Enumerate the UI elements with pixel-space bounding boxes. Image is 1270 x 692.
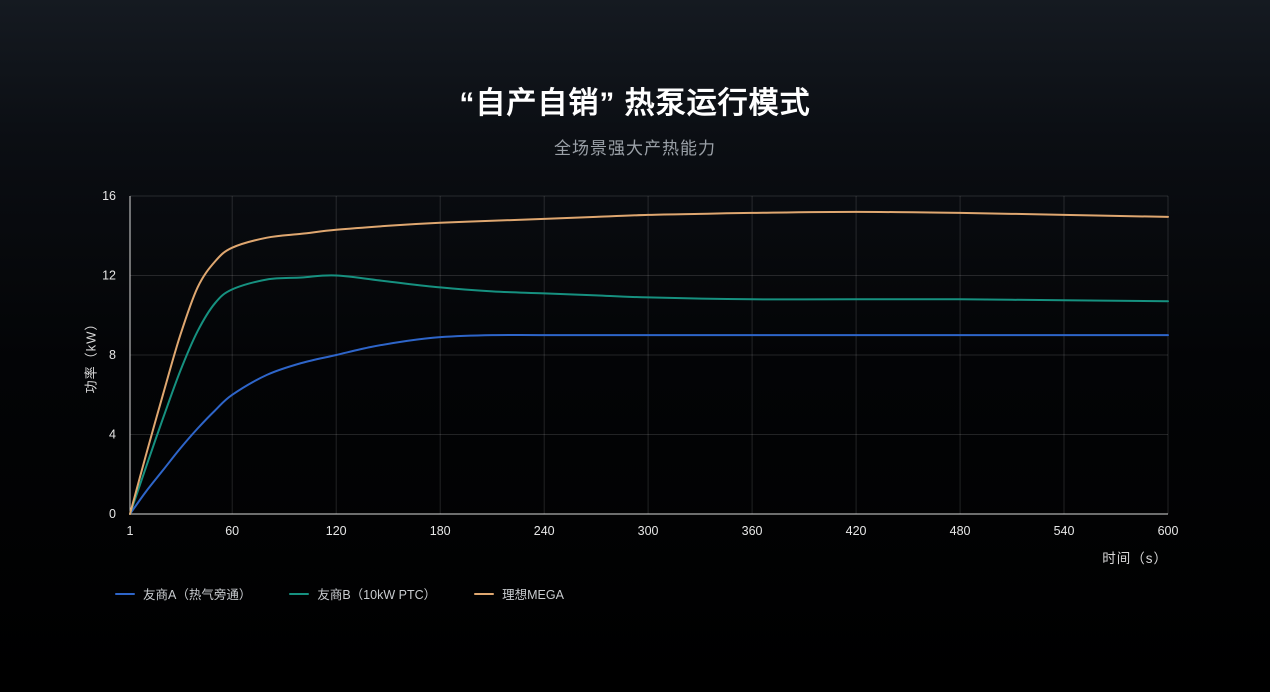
legend-item: 理想MEGA [474,584,564,603]
legend-label: 理想MEGA [502,588,564,602]
x-tick-label: 120 [326,524,347,538]
y-axis-label: 功率（kW） [83,316,99,394]
chart-header: “自产自销” 热泵运行模式 全场景强大产热能力 [0,78,1270,159]
legend-swatch [474,592,495,595]
x-tick-label: 540 [1054,524,1075,538]
y-tick-label: 16 [102,189,116,203]
y-tick-label: 8 [109,348,116,362]
chart-svg: 0 4 8 12 16 1 60 120 180 240 300 360 420 480 540 600 [102,189,1179,538]
x-tick-label: 300 [638,524,659,538]
y-tick-label: 12 [102,269,116,283]
series-line-0 [129,333,1169,515]
page-title: “自产自销” 热泵运行模式 [459,87,811,120]
page-subtitle: 全场景强大产热能力 [554,139,716,158]
legend-swatch [289,592,310,595]
x-tick-label: 480 [950,524,971,538]
x-tick-label: 360 [742,524,763,538]
legend-swatch [115,592,135,595]
legend-item: 友商A（热气旁通） [115,584,251,603]
legend-label: 友商B（10kW PTC） [317,588,437,602]
series-line-2 [129,210,1169,515]
x-tick-label: 180 [430,524,451,538]
legend-item: 友商B（10kW PTC） [289,584,436,603]
x-tick-label: 600 [1158,524,1179,538]
y-tick-label: 4 [109,428,116,442]
legend-label: 友商A（热气旁通） [143,588,252,602]
x-tick-label: 420 [846,524,867,538]
series-line-1 [129,274,1169,515]
legend: 友商A（热气旁通） 友商B（10kW PTC） 理想MEGA [115,584,564,603]
x-tick-label: 240 [534,524,555,538]
y-tick-label: 0 [109,507,116,521]
x-tick-label: 60 [225,524,239,538]
x-tick-label: 1 [127,524,134,538]
x-axis-label: 时间（s） [1102,551,1168,566]
